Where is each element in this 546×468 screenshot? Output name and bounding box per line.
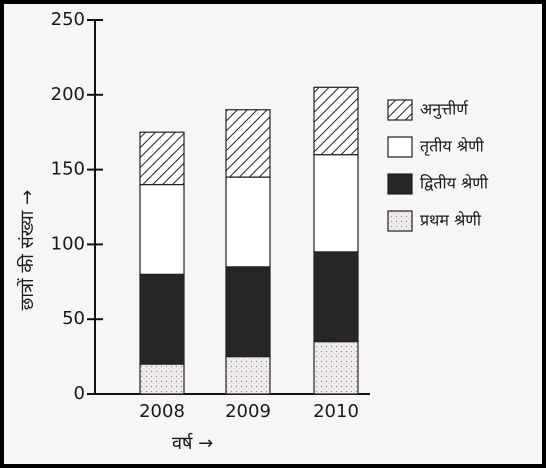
x-tick-label: 2008 bbox=[139, 401, 185, 422]
y-tick-label: 0 bbox=[74, 383, 85, 404]
x-tick-label: 2009 bbox=[225, 401, 271, 422]
y-tick-label: 50 bbox=[62, 308, 85, 329]
legend-label: अनुत्तीर्ण bbox=[420, 100, 469, 120]
legend-swatch bbox=[387, 99, 413, 121]
legend-label: द्वितीय श्रेणी bbox=[420, 174, 489, 193]
background bbox=[4, 4, 542, 464]
legend-swatch bbox=[387, 136, 413, 158]
legend-label: प्रथम श्रेणी bbox=[420, 211, 482, 230]
bar-segment bbox=[313, 251, 359, 343]
bar-segment bbox=[139, 131, 185, 186]
y-tick-label: 250 bbox=[51, 9, 85, 30]
bar-segment bbox=[225, 266, 271, 358]
legend-swatch bbox=[387, 173, 413, 195]
x-tick-label: 2010 bbox=[313, 401, 359, 422]
y-axis-title: छात्रों की संख्या → bbox=[16, 190, 38, 310]
legend-swatch bbox=[387, 210, 413, 232]
bar-segment bbox=[313, 86, 359, 156]
y-tick-label: 100 bbox=[51, 233, 85, 254]
bar-segment bbox=[225, 176, 271, 268]
legend-label: तृतीय श्रेणी bbox=[420, 137, 485, 157]
y-tick-label: 200 bbox=[51, 84, 85, 105]
bar-segment bbox=[139, 183, 185, 275]
bar-segment bbox=[225, 356, 271, 395]
bar-segment bbox=[139, 273, 185, 365]
y-tick-label: 150 bbox=[51, 159, 85, 180]
bar-segment bbox=[313, 154, 359, 253]
x-axis-title: वर्ष → bbox=[172, 432, 213, 454]
bar-segment bbox=[225, 109, 271, 178]
bar-segment bbox=[139, 363, 185, 395]
bar-segment bbox=[313, 341, 359, 395]
